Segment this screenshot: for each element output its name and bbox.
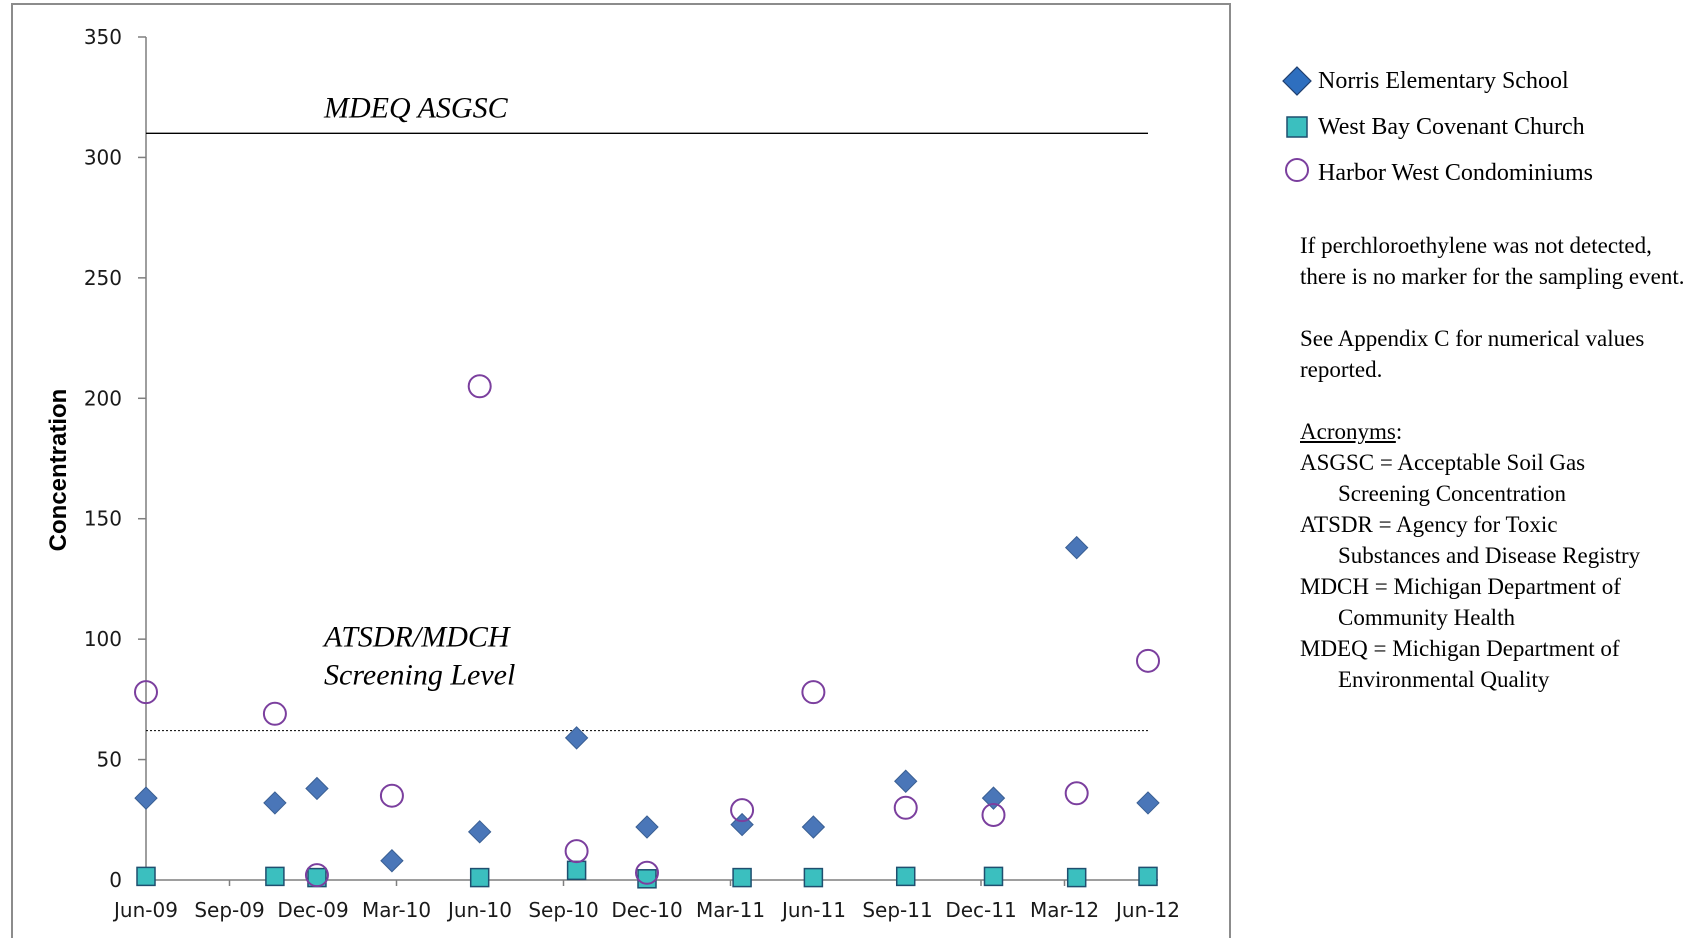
data-point-harbor-west (379, 783, 404, 808)
acronyms-block: Acronyms: ASGSC = Acceptable Soil Gas Scr… (1300, 416, 1695, 695)
acronym-mdeq: MDEQ = Michigan Department of Environment… (1300, 633, 1695, 695)
acronyms-heading: Acronyms: (1300, 419, 1403, 444)
data-point-harbor-west (134, 680, 158, 705)
legend-circle-marker (1278, 158, 1316, 188)
y-tick-label: 50 (97, 748, 122, 772)
data-point-west-bay (265, 866, 285, 887)
data-point-harbor-west (893, 795, 918, 820)
data-point-harbor-west (1136, 648, 1160, 673)
x-tick-label: Dec-11 (945, 898, 1016, 922)
reference-line-label: MDEQ ASGSC (323, 91, 509, 124)
data-point-norris (1136, 791, 1160, 815)
data-point-west-bay (136, 866, 156, 887)
data-point-west-bay (1138, 866, 1158, 887)
y-tick-label: 200 (84, 386, 122, 410)
data-point-harbor-west (262, 701, 287, 726)
reference-lines: MDEQ ASGSC ATSDR/MDCH Screening Level (146, 91, 1148, 732)
acronyms-title: Acronyms (1300, 419, 1396, 444)
data-point-west-bay (1066, 867, 1087, 888)
acronym-text: ASGSC = Acceptable Soil Gas (1300, 450, 1586, 475)
data-point-harbor-west (801, 680, 826, 705)
y-tick-label: 150 (84, 507, 122, 531)
axes: 0 50 100 150 200 250 300 350 Jun-09 Sep-09 Dec-09 M… (84, 25, 1180, 922)
data-point-harbor-west (981, 802, 1006, 827)
x-tick-label: Mar-10 (362, 898, 431, 922)
reference-line-label: Screening Level (324, 659, 515, 692)
data-point-norris (305, 776, 329, 801)
data-point-norris (635, 815, 659, 839)
y-tick-label: 250 (84, 266, 122, 290)
data-point-norris (981, 786, 1006, 810)
data-points (134, 374, 1160, 889)
legend-item-west-bay: West Bay Covenant Church (1278, 104, 1593, 150)
data-point-west-bay (566, 860, 587, 881)
data-point-west-bay (637, 869, 657, 889)
note-not-detected: If perchloroethylene was not detected, t… (1300, 233, 1685, 289)
legend-item-norris: Norris Elementary School (1278, 58, 1593, 104)
acronym-text: ATSDR = Agency for Toxic (1300, 512, 1558, 537)
legend-diamond-marker (1278, 66, 1316, 96)
acronym-text: MDEQ = Michigan Department of (1300, 636, 1620, 661)
chart-notes: If perchloroethylene was not detected, t… (1300, 230, 1695, 695)
data-point-norris (894, 769, 918, 793)
reference-line-label: ATSDR/MDCH (322, 621, 512, 654)
data-point-norris (263, 791, 287, 815)
legend-label: Harbor West Condominiums (1318, 159, 1593, 186)
acronym-asgsc: ASGSC = Acceptable Soil Gas Screening Con… (1300, 447, 1695, 509)
data-point-west-bay (469, 867, 490, 888)
x-tick-label: Jun-12 (1114, 898, 1180, 922)
x-tick-label: Dec-10 (611, 898, 682, 922)
chart-frame (11, 3, 1231, 938)
x-tick-label: Sep-10 (528, 898, 598, 922)
y-axis-label: Concentration (45, 389, 72, 552)
acronym-text: MDCH = Michigan Department of (1300, 574, 1621, 599)
x-tick-label: Jun-09 (112, 898, 178, 922)
x-tick-label: Dec-09 (277, 898, 348, 922)
data-point-harbor-west (1064, 781, 1089, 806)
acronym-text-cont: Community Health (1338, 605, 1515, 630)
data-point-norris (1064, 535, 1089, 560)
data-point-norris (564, 726, 589, 750)
data-point-west-bay (983, 866, 1004, 887)
data-point-harbor-west (635, 860, 659, 885)
legend-square-marker (1278, 112, 1316, 142)
acronym-atsdr: ATSDR = Agency for Toxic Substances and D… (1300, 509, 1695, 571)
data-point-west-bay (803, 867, 824, 888)
data-point-west-bay (895, 866, 916, 887)
y-tick-label: 300 (84, 145, 122, 169)
data-point-norris (380, 849, 404, 873)
legend-label: Norris Elementary School (1318, 67, 1569, 94)
data-point-harbor-west (304, 863, 329, 888)
y-tick-label: 100 (84, 627, 122, 651)
y-tick-label: 350 (84, 25, 122, 49)
acronym-text-cont: Environmental Quality (1338, 667, 1550, 692)
data-point-harbor-west (564, 839, 589, 864)
x-tick-label: Mar-12 (1030, 898, 1099, 922)
legend: Norris Elementary School West Bay Covena… (1278, 58, 1593, 196)
data-point-harbor-west (730, 798, 755, 823)
data-point-norris (801, 815, 826, 839)
note-appendix: See Appendix C for numerical values repo… (1300, 326, 1645, 382)
x-tick-label: Jun-10 (446, 898, 512, 922)
legend-item-harbor-west: Harbor West Condominiums (1278, 150, 1593, 196)
data-point-west-bay (732, 867, 752, 888)
x-tick-label: Sep-09 (194, 898, 264, 922)
data-point-norris (134, 786, 158, 810)
acronym-text-cont: Substances and Disease Registry (1338, 543, 1641, 568)
y-tick-label: 0 (109, 868, 122, 892)
legend-label: West Bay Covenant Church (1318, 113, 1585, 140)
data-point-norris (467, 820, 492, 844)
x-tick-label: Mar-11 (696, 898, 765, 922)
acronym-text-cont: Screening Concentration (1338, 481, 1567, 506)
acronym-mdch: MDCH = Michigan Department of Community H… (1300, 571, 1695, 633)
x-tick-label: Jun-11 (780, 898, 846, 922)
data-point-harbor-west (467, 374, 492, 399)
x-tick-label: Sep-11 (862, 898, 932, 922)
